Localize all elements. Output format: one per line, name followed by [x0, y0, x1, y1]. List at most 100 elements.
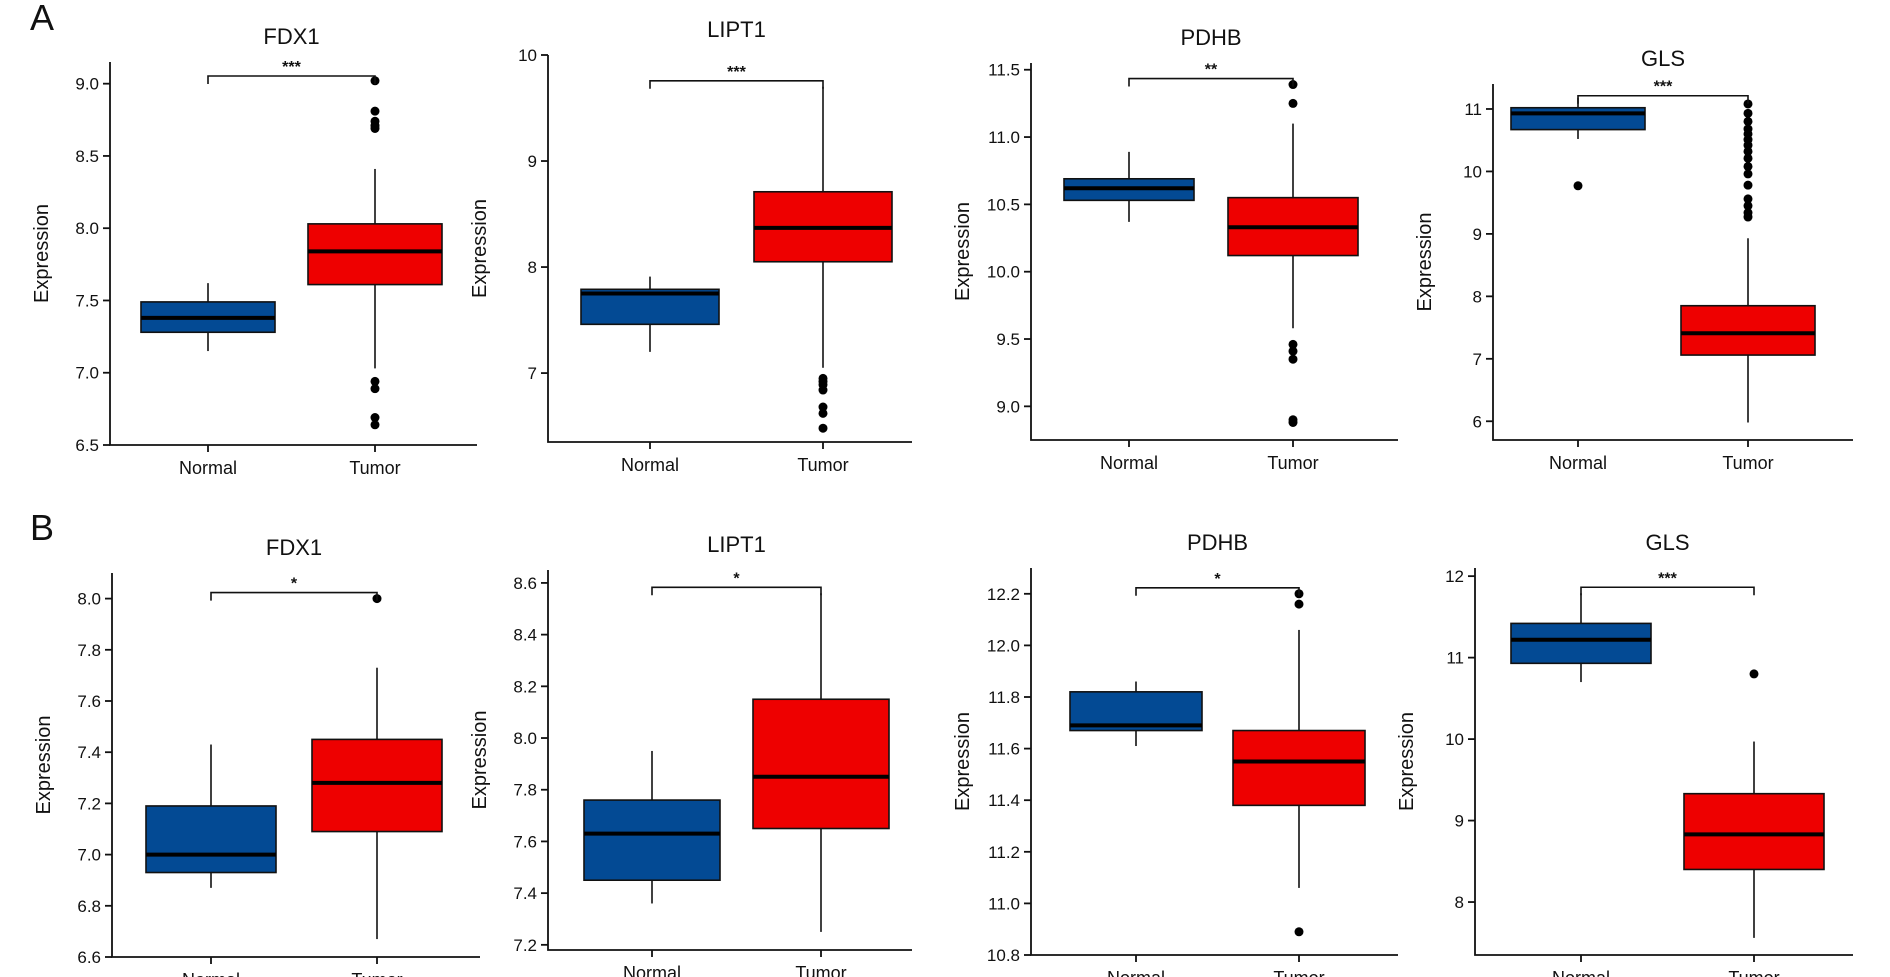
outlier-point — [818, 423, 828, 433]
x-tick-label-normal: Normal — [1549, 453, 1607, 473]
y-axis-label: Expression — [31, 204, 53, 303]
y-axis-label: Expression — [952, 712, 974, 811]
box-tumor — [752, 593, 890, 932]
x-tick-label-normal: Normal — [623, 963, 681, 977]
plot-b-fdx1: FDX1 6.6 6.8 7.0 7.2 7.4 7.6 7.8 8.0 Expression No… — [33, 535, 480, 977]
y-tick-label: 6 — [1473, 412, 1482, 431]
box-body — [1510, 106, 1646, 131]
y-tick-label: 10 — [1463, 162, 1482, 181]
box-body — [1510, 622, 1652, 665]
box-normal — [1069, 681, 1203, 747]
y-tick-label: 8.2 — [513, 677, 537, 696]
outlier-point — [1743, 180, 1753, 190]
box-tumor — [1232, 589, 1366, 937]
box-normal — [140, 283, 276, 352]
box-tumor — [311, 594, 443, 940]
y-axis-label: Expression — [33, 716, 55, 815]
plot-a-fdx1: FDX1 6.5 7.0 7.5 8.0 8.5 9.0 Expression Normal Tu… — [31, 24, 477, 478]
y-tick-label: 6.5 — [75, 436, 99, 455]
y-tick-label: 8.0 — [77, 590, 101, 609]
y-tick-label: 12.0 — [987, 636, 1020, 655]
y-tick-label: 6.8 — [77, 897, 101, 916]
y-tick-label: 10.5 — [987, 195, 1020, 214]
plot-title: LIPT1 — [707, 17, 766, 42]
outlier-point — [1743, 153, 1753, 163]
x-tick-label-normal: Normal — [1100, 453, 1158, 473]
x-tick-label-tumor: Tumor — [1267, 453, 1318, 473]
y-tick-label: 9 — [528, 152, 537, 171]
box-normal — [1063, 151, 1195, 222]
box-normal — [1510, 97, 1646, 191]
outlier-point — [1743, 201, 1753, 211]
y-tick-label: 7.4 — [513, 884, 537, 903]
y-tick-label: 12.2 — [987, 585, 1020, 604]
plot-title: FDX1 — [266, 535, 322, 560]
plot-b-lipt1: LIPT1 7.2 7.4 7.6 7.8 8.0 8.2 8.4 8.6 Expression N… — [469, 532, 912, 977]
outlier-point — [1743, 161, 1753, 171]
y-tick-label: 7.8 — [513, 781, 537, 800]
plot-b-gls: GLS 8 9 10 11 12 Expression Normal Tumor *** — [1396, 530, 1853, 977]
y-tick-label: 11 — [1464, 100, 1482, 119]
box-body — [311, 738, 443, 833]
significance-bracket — [651, 586, 822, 596]
significance-bracket — [1577, 94, 1749, 104]
y-axis-label: Expression — [469, 199, 491, 298]
outlier-point — [1288, 98, 1298, 108]
plot-a-gls: GLS 6 7 8 9 10 11 Expression Normal Tumor *** — [1414, 46, 1853, 473]
x-tick-label-normal: Normal — [1107, 968, 1165, 977]
box-body — [145, 805, 277, 874]
y-tick-label: 7.2 — [77, 794, 101, 813]
y-tick-label: 9.5 — [996, 330, 1020, 349]
significance-label: * — [1214, 571, 1221, 588]
y-tick-label: 8.6 — [513, 574, 537, 593]
y-axis-label: Expression — [952, 202, 974, 301]
outlier-point — [1743, 194, 1753, 204]
y-tick-label: 9 — [1473, 225, 1482, 244]
y-tick-label: 8.5 — [75, 147, 99, 166]
plot-title: LIPT1 — [707, 532, 766, 557]
axes — [1030, 63, 1398, 441]
y-tick-label: 9.0 — [996, 397, 1020, 416]
plot-title: GLS — [1641, 46, 1685, 71]
outlier-point — [370, 413, 380, 423]
box-normal — [1510, 593, 1652, 683]
outlier-point — [1288, 354, 1298, 364]
y-tick-label: 12 — [1445, 567, 1464, 586]
plot-title: PDHB — [1180, 25, 1241, 50]
y-tick-label: 7.8 — [77, 641, 101, 660]
outlier-point — [1743, 146, 1753, 156]
y-tick-label: 7.0 — [77, 846, 101, 865]
box-body — [1683, 792, 1825, 871]
y-tick-label: 7.0 — [75, 364, 99, 383]
axes — [547, 570, 912, 951]
y-tick-label: 11 — [1446, 649, 1464, 668]
box-tumor — [1680, 99, 1816, 423]
box-normal — [145, 744, 277, 888]
box-body — [583, 799, 721, 882]
x-tick-label-normal: Normal — [1552, 968, 1610, 977]
y-tick-label: 10 — [518, 46, 537, 65]
outlier-point — [818, 408, 828, 418]
x-tick-label-tumor: Tumor — [1728, 968, 1779, 977]
outlier-point — [370, 384, 380, 394]
y-tick-label: 11.0 — [988, 894, 1020, 913]
outlier-point — [1743, 169, 1753, 179]
significance-label: * — [733, 570, 740, 587]
plot-title: FDX1 — [263, 24, 319, 49]
y-tick-label: 7.5 — [75, 291, 99, 310]
x-tick-label-tumor: Tumor — [795, 963, 846, 977]
significance-label: *** — [727, 64, 746, 81]
y-tick-label: 7.6 — [513, 832, 537, 851]
significance-bracket — [207, 75, 376, 84]
axes — [547, 55, 912, 443]
x-tick-label-normal: Normal — [621, 455, 679, 475]
y-tick-label: 7.2 — [513, 936, 537, 955]
significance-bracket — [649, 80, 824, 89]
y-tick-label: 11.4 — [988, 791, 1020, 810]
outlier-point — [1743, 99, 1753, 109]
significance-bracket — [210, 591, 378, 601]
y-axis-label: Expression — [1414, 213, 1436, 312]
plot-a-lipt1: LIPT1 7 8 9 10 Expression Normal Tumor *** — [469, 17, 912, 475]
outlier-point — [1288, 346, 1298, 356]
